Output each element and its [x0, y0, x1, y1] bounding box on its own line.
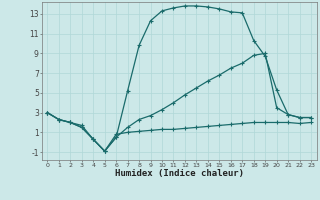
- X-axis label: Humidex (Indice chaleur): Humidex (Indice chaleur): [115, 169, 244, 178]
